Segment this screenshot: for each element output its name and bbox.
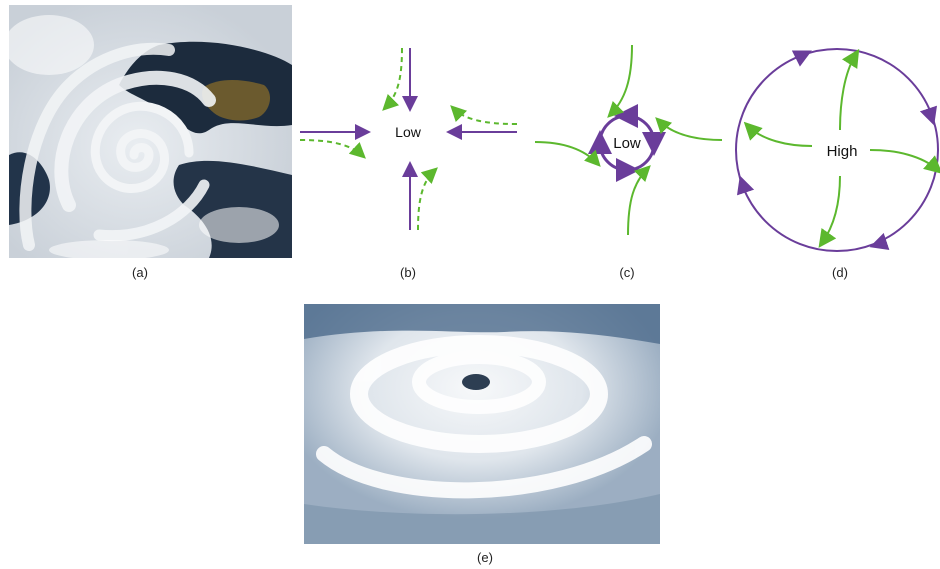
- caption-c: (c): [619, 265, 635, 280]
- hurricane-eye: [462, 374, 490, 390]
- wind-arrow-c-bottom: [627, 165, 651, 236]
- wind-arrow-left: [299, 139, 366, 159]
- high-label-d: High: [827, 143, 858, 160]
- high-circle: [735, 48, 939, 252]
- wind-arrow-right: [450, 105, 518, 125]
- low-label-b: Low: [395, 124, 422, 140]
- caption-d: (d): [832, 265, 848, 280]
- caption-b: (b): [400, 265, 416, 280]
- panel-e-satellite-image: [304, 304, 660, 544]
- wind-arrow-bottom: [417, 167, 438, 231]
- panel-a-satellite-image: [9, 5, 292, 258]
- panel-c-diagram: Low: [534, 44, 723, 236]
- wind-arrow-d-right: [869, 149, 940, 174]
- wind-arrow-d-up: [839, 48, 860, 131]
- wind-arrow-c-left: [534, 141, 601, 167]
- panel-b-diagram: Low: [299, 47, 518, 231]
- caption-a: (a): [132, 265, 148, 280]
- panel-d-diagram: High: [735, 48, 940, 252]
- wind-arrow-d-down: [818, 175, 841, 248]
- caption-e: (e): [477, 550, 493, 565]
- wind-arrow-top: [382, 47, 403, 111]
- wind-arrow-d-left: [743, 121, 813, 147]
- wind-arrow-c-right: [655, 117, 723, 141]
- wind-arrow-c-top: [607, 44, 633, 118]
- low-label-c: Low: [613, 135, 641, 152]
